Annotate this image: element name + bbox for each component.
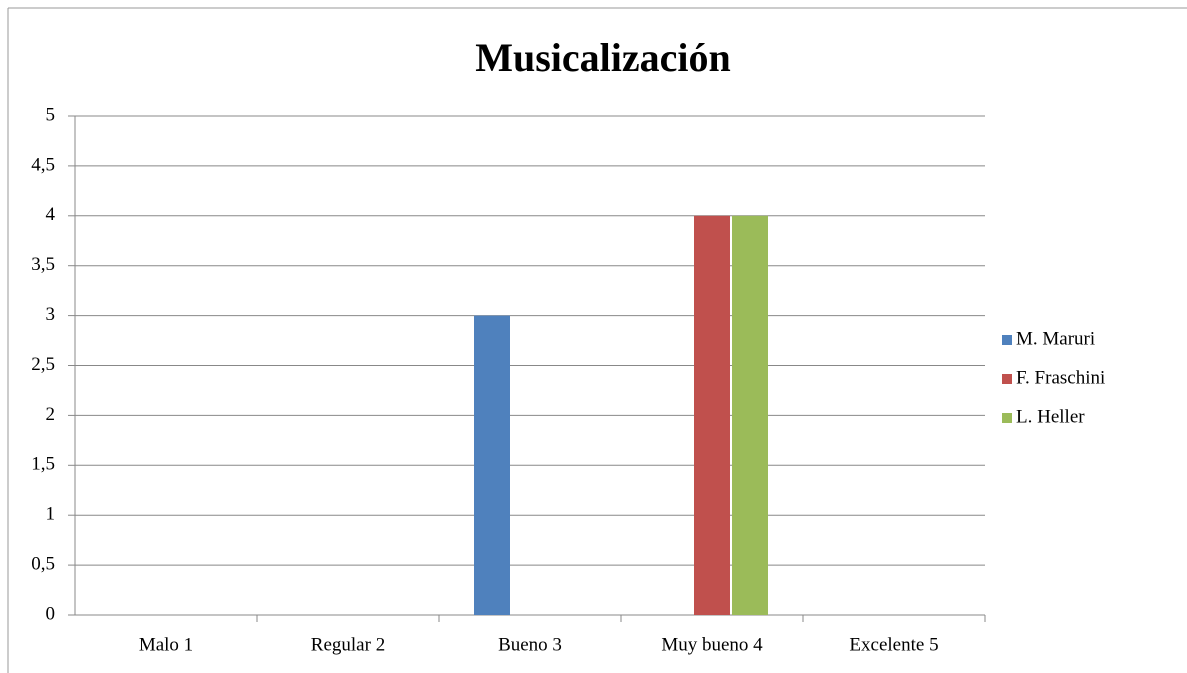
- x-tick-label: Excelente 5: [849, 634, 938, 655]
- y-tick-label: 3: [46, 304, 56, 325]
- bar: [694, 215, 730, 616]
- y-tick-label: 2,5: [31, 354, 55, 375]
- legend-swatch: [1002, 335, 1012, 345]
- y-tick-label: 1,5: [31, 454, 55, 475]
- y-tick-label: 3,5: [31, 254, 55, 275]
- legend-label: L. Heller: [1016, 406, 1085, 427]
- y-tick-label: 1: [46, 504, 56, 525]
- legend-swatch: [1002, 413, 1012, 423]
- y-tick-label: 4: [46, 204, 56, 225]
- legend-label: F. Fraschini: [1016, 367, 1105, 388]
- y-tick-label: 4,5: [31, 154, 55, 175]
- x-tick-label: Malo 1: [139, 634, 193, 655]
- y-tick-label: 5: [46, 104, 56, 125]
- x-tick-label: Muy bueno 4: [661, 634, 763, 655]
- y-tick-label: 2: [46, 404, 56, 425]
- chart-title: Musicalización: [475, 35, 731, 80]
- legend-label: M. Maruri: [1016, 328, 1095, 349]
- legend-swatch: [1002, 374, 1012, 384]
- x-tick-label: Bueno 3: [498, 634, 562, 655]
- x-tick-label: Regular 2: [311, 634, 385, 655]
- y-tick-label: 0,5: [31, 553, 55, 574]
- bar: [474, 315, 510, 615]
- bar: [732, 215, 768, 616]
- y-tick-label: 0: [46, 603, 56, 624]
